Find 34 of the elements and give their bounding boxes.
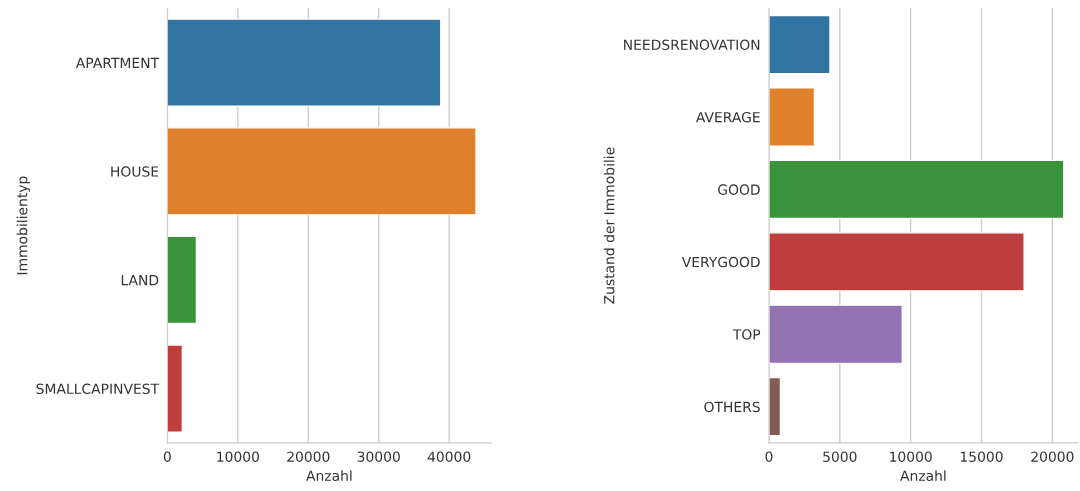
x-tick-label: 30000 <box>357 451 400 462</box>
bar <box>768 377 781 437</box>
x-axis-title: Anzahl <box>900 470 946 481</box>
x-tick-label: 20000 <box>1031 451 1074 462</box>
y-tick-label: OTHERS <box>704 401 760 413</box>
bar <box>167 235 197 324</box>
y-axis-title: Immobilientyp <box>16 176 31 275</box>
y-tick-label: GOOD <box>718 184 760 195</box>
x-axis-title: Anzahl <box>306 470 352 481</box>
y-tick-label: HOUSE <box>111 166 159 177</box>
x-tick-label: 40000 <box>427 451 471 462</box>
x-tick-label: 10000 <box>890 451 932 462</box>
x-tick-label: 5000 <box>823 451 857 462</box>
x-tick-label: 10000 <box>217 451 259 462</box>
x-tick-label: 20000 <box>287 451 330 462</box>
x-tick-label: 0 <box>765 451 773 462</box>
bar <box>768 232 1025 292</box>
bar <box>167 344 183 433</box>
bar <box>768 304 903 364</box>
bar <box>167 18 442 107</box>
x-tick-label: 0 <box>163 451 171 462</box>
bar <box>768 159 1065 219</box>
bar <box>768 15 831 75</box>
y-tick-label: AVERAGE <box>695 111 760 123</box>
y-tick-label: APARTMENT <box>75 57 160 68</box>
y-tick-label: LAND <box>121 275 159 286</box>
y-axis-title: Zustand der Immobilie <box>603 147 615 304</box>
y-tick-label: SMALLCAPINVEST <box>36 383 160 395</box>
y-tick-label: VERYGOOD <box>681 256 760 268</box>
y-tick-label: NEEDSRENOVATION <box>624 39 760 51</box>
bar <box>768 87 815 147</box>
x-tick-label: 15000 <box>960 451 1003 462</box>
y-tick-label: TOP <box>732 329 761 340</box>
bar <box>167 127 477 216</box>
